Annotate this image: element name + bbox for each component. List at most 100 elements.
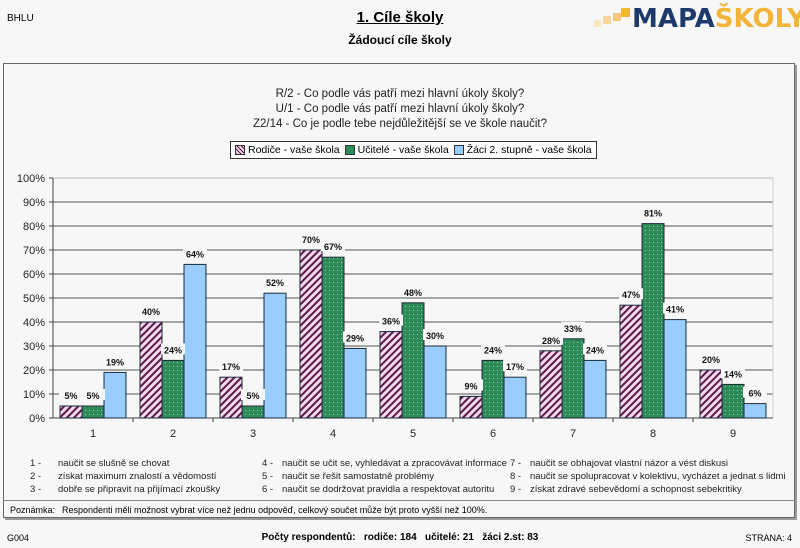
bar (699, 369, 723, 419)
legend-label-teachers: Učitelé - vaše škola (357, 144, 449, 156)
bar-chart: 0%10%20%30%40%50%60%70%80%90%100% 15% 5%1… (17, 173, 774, 440)
description-number: 4 - (262, 458, 274, 469)
page-number: STRANA: 4 (745, 533, 792, 543)
note-text: Respondenti měli možnost vybrat více než… (62, 505, 488, 515)
data-label: 17% (222, 362, 240, 372)
bar (103, 371, 127, 419)
data-label: 81% (644, 209, 662, 219)
data-label-bg (263, 276, 287, 288)
chart-frame (3, 63, 795, 518)
data-label-bg (481, 343, 505, 355)
page-subtitle: Žádoucí cíle školy (348, 33, 452, 47)
data-label-bg (81, 389, 105, 400)
description-number: 8 - (510, 471, 522, 482)
data-label: 19% (106, 357, 124, 367)
x-tick-label: 5 (410, 428, 416, 440)
data-label-bg (183, 247, 207, 259)
x-tick-label: 7 (570, 428, 576, 440)
frame-shadow (5, 65, 797, 520)
data-label: 40% (142, 307, 160, 317)
data-label: 47% (622, 290, 640, 300)
data-label: 67% (324, 242, 342, 252)
legend-item-parents: Rodiče - vaše škola (235, 144, 340, 156)
description-text: naučit se spolupracovat v kolektivu, vyc… (530, 471, 786, 482)
description-text: naučit se slušně se chovat (58, 458, 170, 469)
description-number: 5 - (262, 471, 274, 482)
data-label-bg (299, 233, 323, 244)
data-label: 48% (404, 288, 422, 298)
note-label: Poznámka: (10, 505, 56, 515)
data-label: 64% (186, 249, 204, 259)
data-label: 70% (302, 235, 320, 245)
legend-item-students: Žáci 2. stupně - vaše škola (453, 144, 592, 156)
x-tick-label: 1 (90, 428, 96, 440)
description-text: dobře se připravit na přijímací zkoušky (58, 484, 221, 495)
bar (321, 256, 345, 419)
data-label: 14% (724, 369, 742, 379)
bar (401, 302, 425, 419)
bar (641, 223, 665, 419)
logo-square-icon (613, 13, 621, 21)
data-label: 33% (564, 324, 582, 334)
y-tick-label: 40% (23, 317, 45, 329)
data-label: 17% (506, 362, 524, 372)
bar (81, 405, 105, 419)
question-parents: R/2 - Co podle vás patří mezi hlavní úko… (275, 88, 525, 100)
logo-text-part2: ŠKOLY (714, 4, 800, 34)
description-text: naučit se dodržovat pravidla a respektov… (282, 484, 495, 495)
data-label-bg (459, 379, 483, 391)
logo-text-part1: MAPA (632, 4, 715, 34)
data-label-bg (641, 206, 665, 218)
bar (459, 395, 483, 419)
y-tick-label: 60% (23, 269, 45, 281)
footer-code: G004 (7, 533, 30, 543)
y-tick-label: 50% (23, 293, 45, 305)
data-label: 41% (666, 305, 684, 315)
bar (241, 405, 265, 419)
data-label-bg (539, 333, 563, 345)
legend-swatch-parents (235, 145, 245, 155)
data-label: 5% (86, 391, 99, 401)
x-tick-label: 2 (170, 428, 176, 440)
bar (663, 319, 687, 419)
data-label: 52% (266, 278, 284, 288)
y-tick-label: 20% (23, 365, 45, 377)
bar (263, 292, 287, 419)
data-label: 5% (64, 391, 77, 401)
data-label: 24% (484, 345, 502, 355)
legend-label-students: Žáci 2. stupně - vaše škola (466, 144, 592, 156)
description-number: 7 - (510, 458, 522, 469)
x-tick-label: 9 (730, 428, 736, 440)
page-title: 1. Cíle školy (356, 9, 444, 26)
data-label: 24% (164, 345, 182, 355)
bar (183, 263, 207, 419)
bar (59, 405, 83, 419)
question-students: Z2/14 - Co je podle tebe nejdůležitější … (252, 118, 548, 130)
data-label: 24% (586, 345, 604, 355)
bar (423, 345, 447, 419)
data-label-bg (561, 321, 585, 333)
bar (721, 383, 745, 419)
y-tick-label: 0% (29, 413, 45, 425)
logo-square-icon (594, 20, 601, 27)
description-text: naučit se obhajovat vlastní názor a vést… (530, 458, 729, 469)
data-label: 9% (464, 381, 477, 391)
y-tick-label: 70% (23, 245, 45, 257)
bar (619, 304, 643, 419)
data-label-bg (103, 355, 127, 367)
logo-text: MAPAŠKOLY (632, 4, 800, 34)
data-label-bg (379, 314, 403, 326)
bar (299, 249, 323, 419)
data-label: 30% (426, 331, 444, 341)
y-tick-label: 90% (23, 197, 45, 209)
data-label-bg (161, 343, 185, 355)
data-label-bg (619, 288, 643, 300)
data-label: 28% (542, 336, 560, 346)
respondent-counts: Počty respondentů: rodiče: 184 učitelé: … (261, 532, 539, 543)
logo-square-icon (603, 16, 611, 24)
bar (379, 331, 403, 419)
description-number: 3 - (30, 484, 42, 495)
data-label-bg (59, 389, 83, 400)
data-label: 6% (748, 389, 761, 399)
legend-item-teachers: Učitelé - vaše škola (344, 144, 449, 156)
